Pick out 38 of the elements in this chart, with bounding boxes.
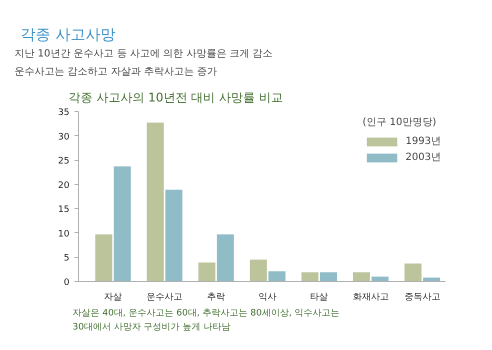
bar bbox=[352, 272, 370, 282]
bar bbox=[95, 234, 112, 282]
x-tick-label: 자살 bbox=[104, 292, 122, 302]
x-tick-label: 익사 bbox=[258, 292, 277, 302]
bar bbox=[320, 272, 337, 282]
bar bbox=[301, 272, 318, 282]
bar bbox=[423, 278, 440, 282]
bar bbox=[165, 190, 182, 282]
y-tick-label: 20 bbox=[58, 180, 70, 191]
bar bbox=[146, 122, 164, 282]
y-tick-label: 25 bbox=[58, 156, 70, 167]
y-tick-label: 5 bbox=[64, 254, 70, 264]
legend-title: (인구 10만명당) bbox=[362, 116, 438, 129]
x-tick-label: 타살 bbox=[310, 292, 328, 302]
bar bbox=[250, 260, 267, 282]
chart-subtitle: 각종 사고사의 10년전 대비 사망률 비교 bbox=[68, 90, 283, 104]
x-tick-label: 운수사고 bbox=[146, 292, 183, 302]
y-tick-label: 35 bbox=[58, 108, 70, 118]
bar bbox=[372, 276, 389, 282]
text: 지난 10년간 운수사고 등 사고에 의한 사망률은 크게 감소 bbox=[14, 48, 273, 60]
bar bbox=[404, 264, 422, 282]
bar bbox=[268, 271, 286, 282]
legend-label: 2003년 bbox=[406, 151, 441, 164]
bar bbox=[114, 166, 131, 282]
text: 운수사고는 감소하고 자살과 추락사고는 증가 bbox=[14, 66, 218, 78]
legend-label: 1993년 bbox=[406, 135, 441, 148]
x-tick-label: 중독사고 bbox=[404, 292, 440, 302]
text: 자살은 40대, 운수사고는 60대, 추락사고는 80세이상, 익수사고는 bbox=[72, 308, 340, 318]
bar bbox=[198, 262, 216, 282]
y-tick-label: 15 bbox=[58, 205, 70, 216]
y-tick-label: 30 bbox=[58, 132, 70, 142]
x-tick-label: 추락 bbox=[207, 292, 226, 302]
y-tick-label: 0 bbox=[64, 278, 70, 288]
chart-title: 각종 사고사망 bbox=[20, 26, 116, 44]
text: 30대에서 사망자 구성비가 높게 나타남 bbox=[72, 322, 230, 332]
y-tick-label: 10 bbox=[58, 229, 70, 240]
bar bbox=[216, 234, 234, 282]
x-tick-label: 화재사고 bbox=[352, 292, 389, 302]
